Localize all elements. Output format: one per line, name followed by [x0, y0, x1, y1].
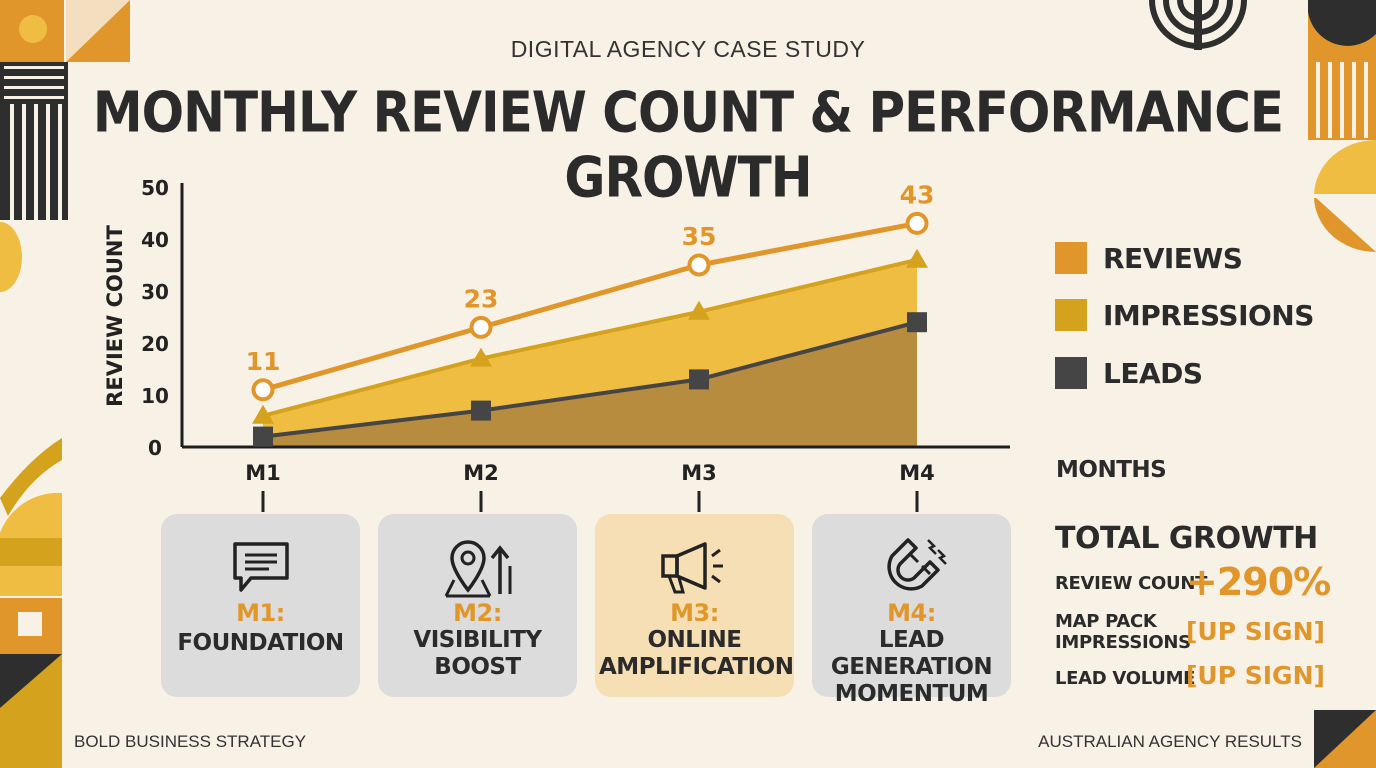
leads-point — [471, 400, 491, 421]
decorative-corner-top-left — [0, 0, 130, 220]
megaphone-icon — [660, 542, 723, 594]
magnet-icon — [886, 538, 947, 591]
map-pack-impressions-label-line: MAP PACK — [1055, 611, 1157, 632]
decorative-corner-bottom-left — [0, 598, 62, 768]
map-pin-arrow-up-icon — [444, 540, 511, 598]
impressions-point — [470, 347, 492, 367]
phase-card-m2: M2: VISIBILITY BOOST — [378, 514, 577, 697]
lead-volume-value: [UP SIGN] — [1186, 661, 1325, 690]
x-tick-label: M1 — [245, 461, 281, 485]
review-count-growth-label: REVIEW COUNT — [1055, 573, 1208, 594]
phase-card-m3: M3: ONLINE AMPLIFICATION — [595, 514, 794, 697]
decorative-half-circle-left — [0, 222, 22, 292]
phase-card-m1: M1: FOUNDATION — [161, 514, 360, 697]
impressions-point — [906, 248, 928, 268]
leads-point — [689, 369, 709, 390]
map-pack-impressions-value: [UP SIGN] — [1186, 617, 1325, 646]
y-tick-label: 10 — [141, 384, 169, 408]
reviews-point — [251, 378, 275, 402]
leads-line — [262, 320, 918, 439]
y-tick-label: 50 — [141, 176, 169, 200]
phase-name-line: ONLINE — [647, 627, 742, 653]
decorative-arcs-left — [0, 438, 62, 596]
phase-name: FOUNDATION — [161, 630, 360, 657]
phase-name-line: MOMENTUM — [834, 681, 989, 707]
phase-number: M3: — [670, 599, 719, 627]
impressions-point — [252, 404, 274, 424]
phase-name-line: LEAD GENERATION — [830, 627, 993, 680]
map-pack-impressions-label: MAP PACK IMPRESSIONS — [1055, 611, 1191, 653]
impressions-point — [688, 300, 710, 320]
legend-item-impressions: IMPRESSIONS — [1055, 298, 1314, 332]
phase-name-line: BOOST — [434, 654, 521, 680]
reviews-data-label: 11 — [246, 347, 281, 376]
phase-name: VISIBILITY BOOST — [378, 627, 577, 681]
footer-right: AUSTRALIAN AGENCY RESULTS — [1038, 732, 1302, 751]
total-growth-title: TOTAL GROWTH — [1055, 521, 1318, 556]
phase-name: LEAD GENERATION MOMENTUM — [812, 627, 1011, 708]
reviews-data-label: 23 — [464, 284, 499, 313]
supertitle: DIGITAL AGENCY CASE STUDY — [510, 36, 866, 62]
y-axis-title: REVIEW COUNT — [103, 225, 127, 407]
legend-swatch-leads — [1055, 357, 1087, 389]
impressions-line — [262, 257, 918, 418]
y-tick-label: 0 — [148, 436, 162, 460]
phase-number: M1: — [236, 599, 285, 627]
x-axis-title: MONTHS — [1056, 457, 1167, 483]
phase-number: M2: — [453, 599, 502, 627]
legend-label-leads: LEADS — [1103, 356, 1203, 390]
decorative-corner-bottom-right — [1314, 710, 1376, 768]
legend-swatch-reviews — [1055, 242, 1087, 274]
legend-label-impressions: IMPRESSIONS — [1103, 298, 1314, 332]
reviews-data-label: 35 — [682, 222, 717, 251]
footer-left: BOLD BUSINESS STRATEGY — [74, 732, 307, 751]
reviews-point — [905, 211, 929, 235]
y-tick-label: 20 — [141, 332, 169, 356]
phase-name-line: VISIBILITY — [413, 627, 542, 653]
reviews-data-label: 43 — [900, 180, 935, 209]
decorative-concentric-arcs-top — [1149, 0, 1247, 50]
phase-card-m4: M4: LEAD GENERATION MOMENTUM — [812, 514, 1011, 707]
x-tick-label: M2 — [463, 461, 499, 485]
x-tick-label: M4 — [899, 461, 935, 485]
legend-label-reviews: REVIEWS — [1103, 241, 1243, 275]
reviews-line — [262, 220, 918, 393]
legend-item-leads: LEADS — [1055, 356, 1203, 390]
phase-name-line: FOUNDATION — [177, 630, 344, 656]
reviews-point — [687, 253, 711, 277]
phase-number: M4: — [887, 599, 936, 627]
leads-point — [253, 426, 273, 447]
y-tick-label: 30 — [141, 280, 169, 304]
chat-icon — [232, 542, 289, 592]
reviews-point — [469, 315, 493, 339]
leads-point — [907, 312, 927, 333]
phase-name-line: AMPLIFICATION — [599, 654, 794, 680]
lead-volume-label: LEAD VOLUME — [1055, 668, 1196, 689]
map-pack-impressions-label-line: IMPRESSIONS — [1055, 632, 1191, 653]
legend-item-reviews: REVIEWS — [1055, 241, 1243, 275]
phase-name: ONLINE AMPLIFICATION — [595, 627, 794, 681]
review-count-growth-value: +290% — [1186, 560, 1331, 604]
x-tick-label: M3 — [681, 461, 717, 485]
legend-swatch-impressions — [1055, 299, 1087, 331]
y-tick-label: 40 — [141, 228, 169, 252]
leads-area — [263, 322, 917, 447]
page-title: MONTHLY REVIEW COUNT & PERFORMANCE GROWT… — [92, 80, 1284, 210]
decorative-corner-top-right — [1308, 0, 1376, 252]
